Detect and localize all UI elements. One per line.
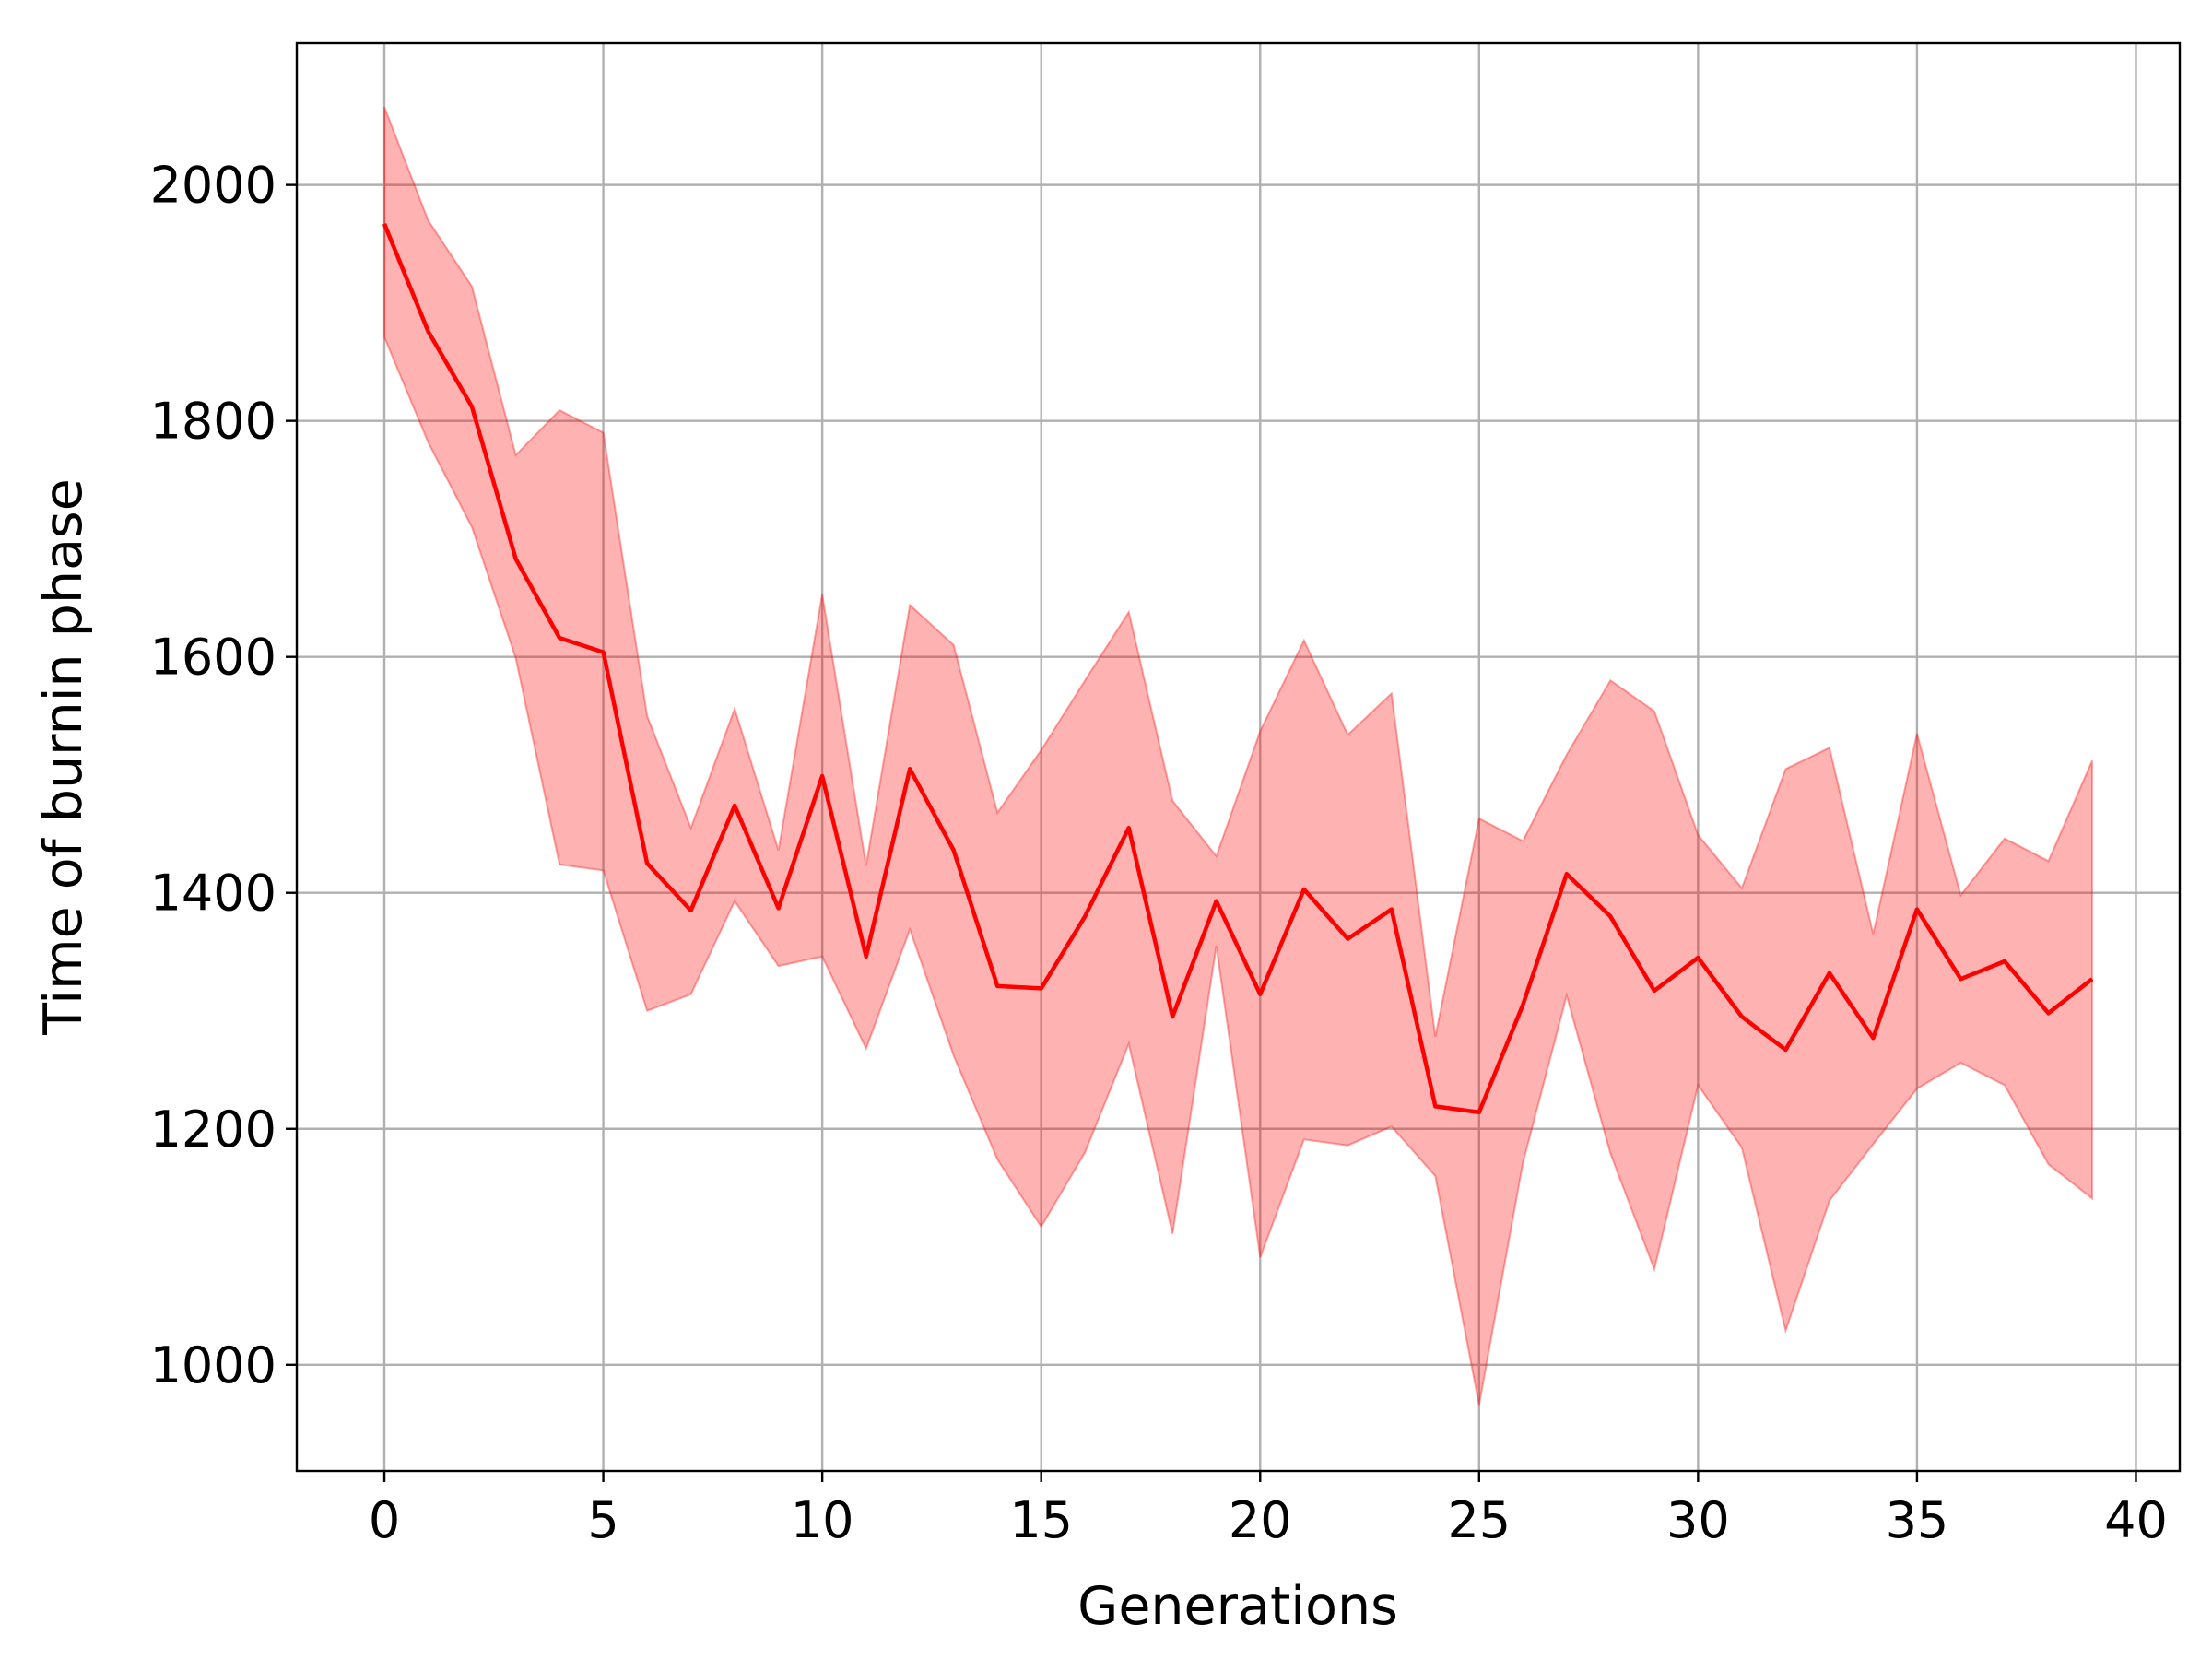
y-tick-label: 1800 [150, 393, 276, 451]
y-tick-label: 1600 [150, 629, 276, 687]
x-axis-ticks: 0 5 10 15 20 25 30 35 40 [369, 1471, 2168, 1549]
x-axis-label: Generations [1077, 1576, 1398, 1637]
y-tick-label: 1000 [150, 1336, 276, 1394]
grid-lines [297, 43, 2180, 1471]
x-tick-label: 20 [1229, 1491, 1292, 1549]
x-tick-label: 5 [587, 1491, 618, 1549]
y-tick-label: 1200 [150, 1100, 276, 1159]
plot-frame [295, 41, 2182, 1473]
x-tick-label: 40 [2104, 1491, 2168, 1549]
confidence-band [383, 106, 2093, 1406]
y-axis-label: Time of burnin phase [33, 478, 94, 1036]
x-tick-label: 35 [1886, 1491, 1949, 1549]
y-axis-ticks: 1000 1200 1400 1600 1800 2000 [150, 157, 297, 1394]
y-tick-label: 1400 [150, 865, 276, 923]
x-tick-label: 0 [369, 1491, 400, 1549]
x-tick-label: 30 [1666, 1491, 1730, 1549]
x-tick-label: 10 [791, 1491, 854, 1549]
y-tick-label: 2000 [150, 157, 276, 215]
x-tick-label: 15 [1009, 1491, 1073, 1549]
data-points [383, 223, 2093, 1112]
x-tick-label: 25 [1447, 1491, 1511, 1549]
series-line [382, 223, 2094, 1115]
